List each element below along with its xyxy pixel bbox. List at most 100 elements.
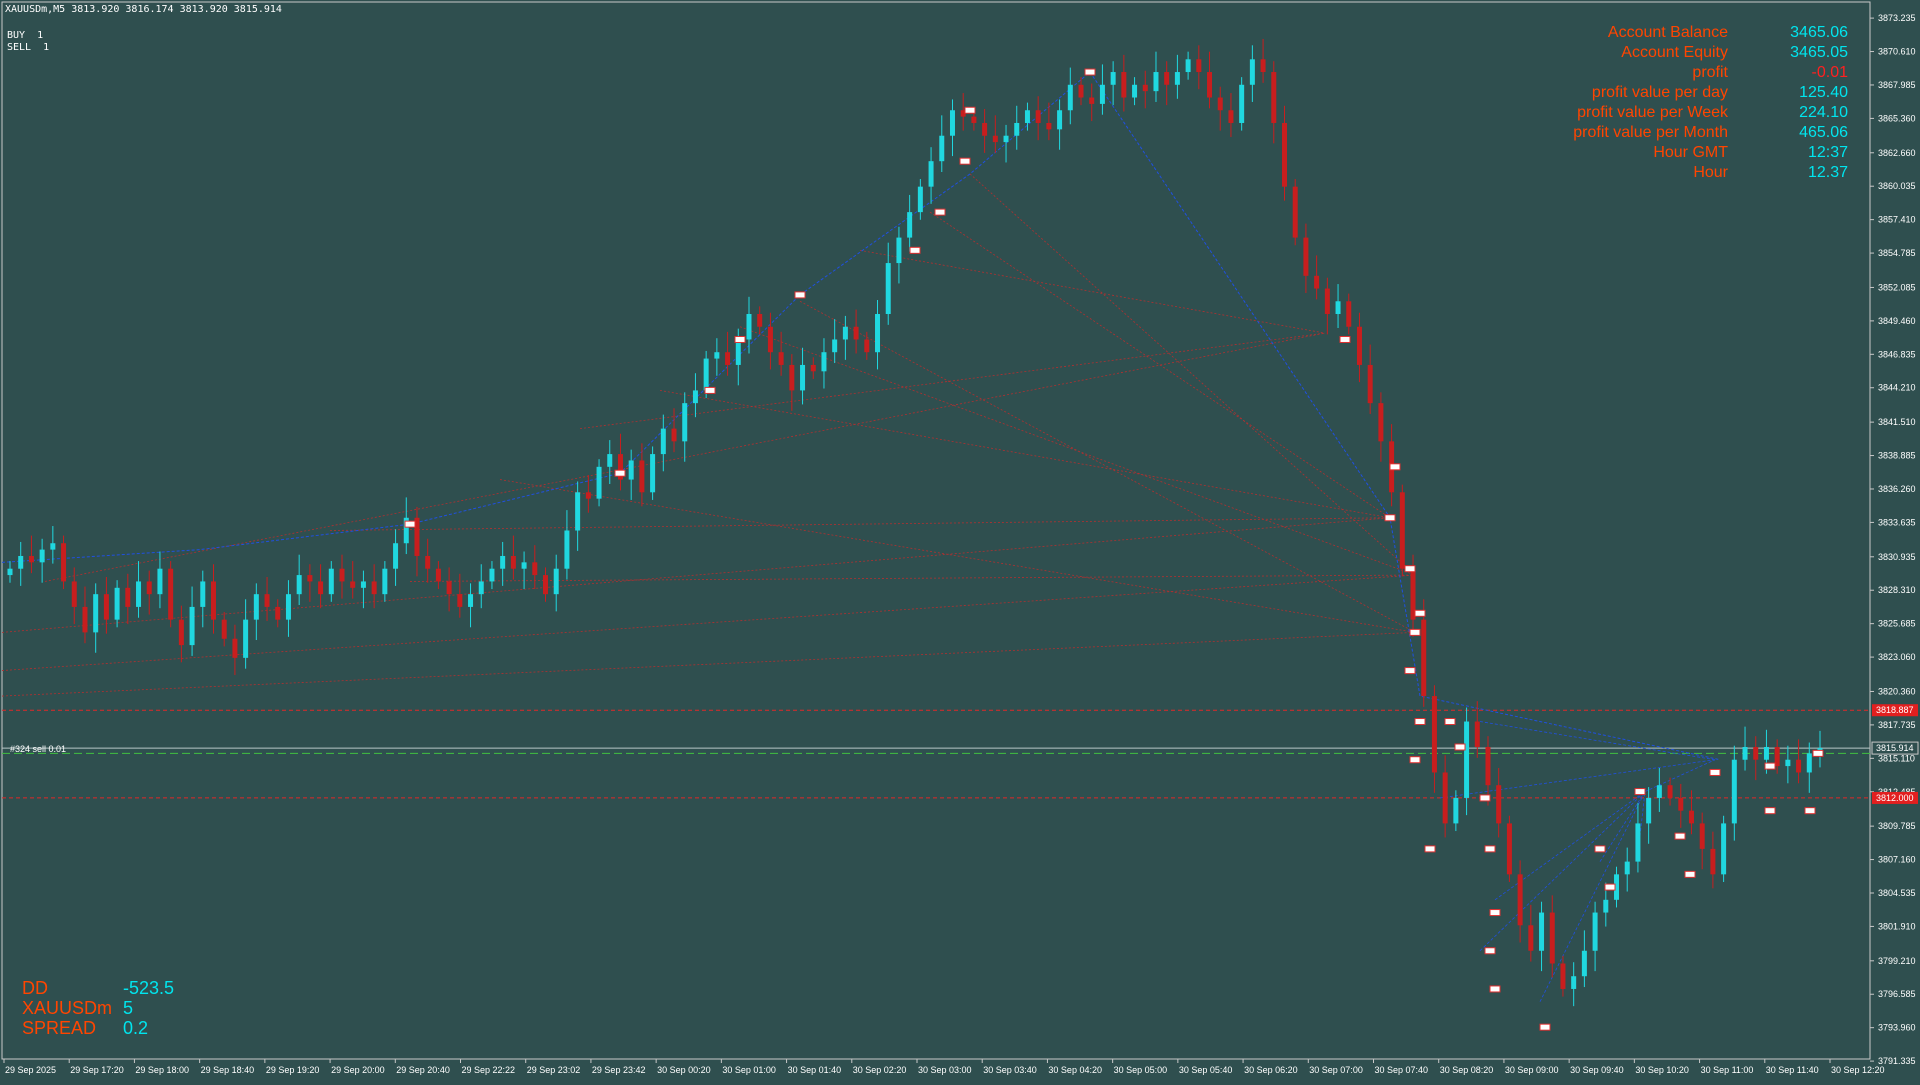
candle-body [243, 619, 249, 658]
price-tick-label: 3838.885 [1878, 451, 1916, 461]
candle-body [1614, 874, 1620, 900]
trade-link [1494, 791, 1646, 901]
account-balance-row: Account Balance 3465.06 [1428, 24, 1848, 44]
candle-body [39, 549, 45, 563]
candle-body [275, 606, 281, 620]
candle-body [296, 575, 302, 595]
candle [1110, 61, 1116, 106]
trade-link [1479, 721, 1716, 761]
candle-body [1753, 746, 1759, 760]
price-tick-label: 3860.035 [1878, 181, 1916, 191]
candle-body [328, 568, 334, 595]
candle-body [1806, 753, 1812, 773]
candle [210, 564, 216, 634]
trade-marker-icon [1444, 718, 1456, 726]
trade-link [1, 631, 1416, 697]
candle-body [178, 619, 184, 646]
candle-body [50, 543, 56, 550]
candle [360, 570, 366, 609]
candle-body [789, 364, 795, 391]
trade-link [1439, 759, 1716, 799]
candle [1121, 54, 1127, 112]
trade-marker-icon [1404, 667, 1416, 675]
candle [285, 580, 291, 637]
price-tag-box [1871, 741, 1919, 755]
candle [350, 561, 356, 599]
candle [1592, 901, 1598, 972]
candle-body [607, 454, 613, 467]
candle [757, 306, 763, 335]
buy-label: BUY [7, 30, 26, 41]
candle [393, 529, 399, 586]
symbol-value: 5 [123, 998, 134, 1018]
candle [1335, 284, 1341, 329]
candle-body [1635, 823, 1641, 862]
hour-gmt-row: Hour GMT 12:37 [1428, 144, 1848, 164]
candle [1614, 866, 1620, 908]
candle-body [735, 339, 741, 365]
price-tick-label: 3817.735 [1878, 720, 1916, 730]
candle-body [596, 466, 602, 499]
candle [842, 315, 848, 360]
candle-body [157, 568, 163, 595]
time-tick-label: 30 Sep 08:20 [1440, 1065, 1494, 1075]
candle-body [1217, 97, 1223, 111]
candle-body [253, 594, 259, 620]
candle-body [360, 581, 366, 588]
profit-week-row: profit value per Week 224.10 [1428, 104, 1848, 124]
candle-body [532, 562, 538, 576]
trade-marker-icon [959, 157, 971, 165]
candle [1453, 790, 1459, 832]
trade-link [1, 574, 1416, 671]
candle [1260, 38, 1266, 83]
candle [414, 506, 420, 577]
trade-marker-icon [1404, 565, 1416, 573]
candle [457, 573, 463, 618]
time-tick-label: 30 Sep 07:40 [1375, 1065, 1429, 1075]
account-equity-row: Account Equity 3465.05 [1428, 44, 1848, 64]
time-tick-label: 30 Sep 09:00 [1505, 1065, 1559, 1075]
trade-marker-icon [404, 520, 416, 528]
candle [50, 526, 56, 564]
candle-body [692, 390, 698, 404]
candle-body [1207, 72, 1213, 98]
candle-body [1742, 746, 1748, 760]
candle [468, 583, 474, 628]
candle [1710, 831, 1716, 889]
candle [564, 510, 570, 580]
candle [221, 612, 227, 647]
trade-marker-icon [794, 291, 806, 299]
candle-body [1421, 619, 1427, 697]
trade-marker-icon [734, 335, 746, 343]
candle [1581, 930, 1587, 988]
candle [628, 449, 634, 500]
price-tag-label: 3812.000 [1876, 793, 1914, 803]
candle-body [1024, 110, 1030, 123]
time-tick-label: 29 Sep 19:20 [266, 1065, 320, 1075]
symbol-label: XAUUSDm [22, 998, 113, 1018]
candle [1003, 124, 1009, 163]
price-tick-label: 3873.235 [1878, 13, 1916, 23]
candle-body [543, 575, 549, 595]
trade-marker-icon [1764, 807, 1776, 815]
hour-label: Hour [1693, 164, 1728, 181]
candle-body [885, 263, 891, 315]
candle-body [703, 358, 709, 391]
candle-body [1303, 237, 1309, 276]
candle [178, 605, 184, 663]
candle-body [1367, 364, 1373, 404]
trade-link [659, 390, 1391, 519]
trade-marker-icon [1479, 794, 1491, 802]
trade-link [1539, 791, 1646, 1002]
candle [543, 567, 549, 602]
candle-body [725, 352, 731, 365]
candle [1635, 803, 1641, 873]
candle [778, 331, 784, 376]
candle [1303, 223, 1309, 293]
candle [885, 242, 891, 325]
profit-month-label: profit value per Month [1573, 124, 1728, 141]
symbol-row: XAUUSDm 5 [22, 998, 222, 1018]
candle [1153, 51, 1159, 102]
